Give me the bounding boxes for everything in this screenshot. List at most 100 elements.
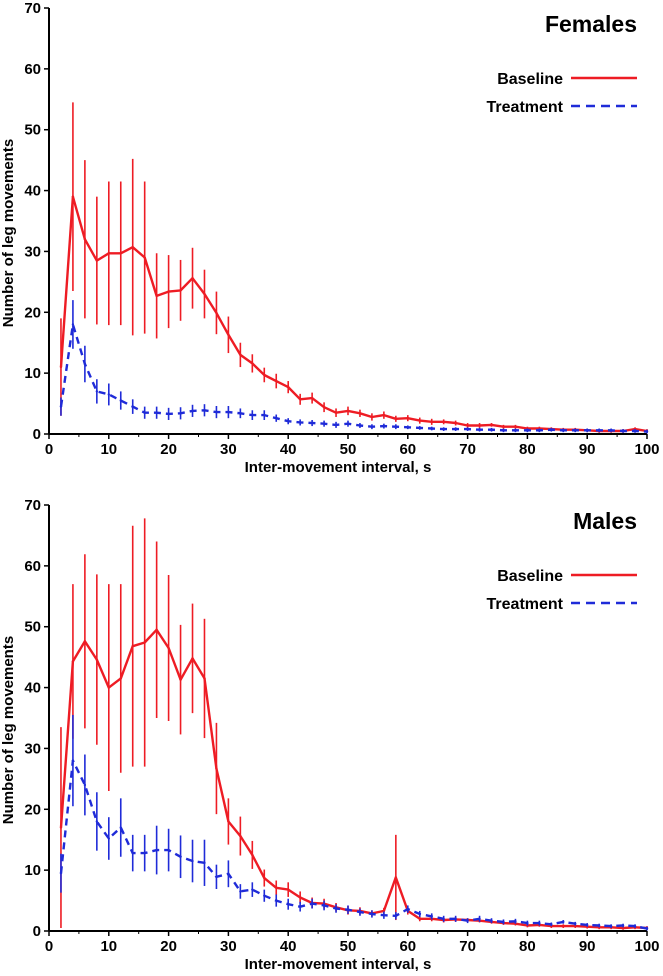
- females-treatment-point: [430, 427, 433, 430]
- females-x-tick-label: 70: [459, 441, 476, 458]
- males-treatment-point: [514, 920, 517, 923]
- females-treatment-point: [179, 412, 182, 415]
- females-x-tick-label: 50: [340, 441, 357, 458]
- females-baseline-point: [83, 238, 87, 241]
- females-treatment-point: [334, 423, 338, 427]
- females-baseline-point: [514, 425, 517, 428]
- females-baseline-point: [418, 419, 421, 422]
- males-x-tick-label: 80: [519, 938, 536, 955]
- females-y-tick-label: 10: [24, 365, 41, 382]
- females-legend-label-treatment: Treatment: [487, 99, 564, 116]
- males-treatment-point: [334, 907, 338, 910]
- males-treatment-point: [454, 917, 457, 921]
- females-baseline-point: [478, 424, 481, 427]
- males-baseline-point: [203, 677, 206, 680]
- males-treatment-point: [287, 903, 290, 906]
- females-baseline-point: [370, 415, 374, 419]
- males-baseline-point: [227, 820, 230, 823]
- females-treatment-point: [645, 430, 649, 433]
- females-series-baseline: [59, 102, 649, 433]
- males-series-baseline: [59, 518, 649, 930]
- females-baseline-line: [59, 195, 648, 433]
- females-baseline-point: [71, 195, 75, 198]
- females-baseline-point: [358, 412, 362, 415]
- females-baseline-point: [155, 294, 158, 298]
- males-baseline-point: [394, 876, 398, 879]
- males-treatment-point: [586, 923, 589, 927]
- females-treatment-point: [83, 362, 87, 366]
- females-treatment-point: [167, 412, 170, 416]
- females-y-tick-label: 0: [33, 426, 41, 443]
- males-treatment-point: [418, 912, 421, 916]
- females-treatment-point: [155, 411, 158, 414]
- males-baseline-point: [119, 677, 122, 680]
- females-treatment-point: [298, 421, 302, 424]
- females-baseline-point: [310, 396, 314, 400]
- males-baseline-point: [239, 834, 242, 838]
- females-treatment-point: [478, 428, 481, 431]
- males-baseline-line: [59, 628, 648, 930]
- females-baseline-point: [251, 362, 254, 365]
- females-treatment-point: [143, 411, 146, 414]
- males-x-tick-label: 20: [160, 938, 177, 955]
- females-baseline-point: [382, 413, 386, 417]
- males-treatment-point: [609, 924, 613, 928]
- females-baseline-point: [502, 425, 505, 428]
- females-baseline-point: [442, 420, 445, 424]
- males-baseline-point: [167, 646, 170, 650]
- males-treatment-point: [394, 914, 398, 917]
- females-treatment-point: [131, 405, 134, 408]
- females-x-tick-label: 90: [579, 441, 596, 458]
- males-x-tick-label: 10: [100, 938, 117, 955]
- females-series-treatment: [59, 300, 649, 434]
- males-x-tick-label: 70: [459, 938, 476, 955]
- males-treatment-point: [59, 871, 63, 875]
- males-baseline-point: [95, 658, 99, 661]
- females-treatment-point: [418, 426, 421, 430]
- males-treatment-point: [478, 917, 481, 921]
- females-treatment-point: [358, 424, 362, 427]
- females-baseline-point: [287, 385, 290, 389]
- females-treatment-point: [107, 393, 111, 396]
- males-x-axis-title: Inter-movement interval, s: [245, 956, 432, 971]
- females-baseline-point: [454, 421, 457, 425]
- males-treatment-point: [119, 826, 122, 829]
- males-x-tick-label: 40: [280, 938, 297, 955]
- males-baseline-point: [621, 926, 625, 930]
- females-treatment-point: [71, 323, 75, 326]
- females-baseline-point: [107, 252, 111, 255]
- females-treatment-point: [406, 426, 409, 429]
- females-baseline-point: [59, 365, 63, 369]
- males-treatment-point: [430, 915, 433, 918]
- males-treatment-point: [550, 923, 553, 926]
- females-treatment-point: [621, 429, 625, 433]
- females-treatment-point: [191, 409, 194, 413]
- females-treatment-point: [310, 421, 314, 425]
- females-x-tick-label: 30: [220, 441, 237, 458]
- females-baseline-point: [191, 277, 194, 280]
- males-treatment-point: [191, 859, 194, 863]
- males-treatment-point: [71, 759, 75, 762]
- females-y-tick-label: 20: [24, 304, 41, 321]
- males-treatment-point: [275, 899, 278, 902]
- females-y-tick-label: 30: [24, 243, 41, 260]
- females-treatment-point: [275, 416, 278, 420]
- males-baseline-point: [562, 924, 565, 928]
- females-baseline-point: [131, 245, 134, 249]
- males-baseline-point: [155, 628, 158, 631]
- males-treatment-point: [574, 922, 577, 925]
- males-x-tick-label: 0: [45, 938, 53, 955]
- males-treatment-point: [466, 919, 469, 922]
- females-treatment-point: [609, 429, 613, 432]
- males-treatment-point: [406, 907, 409, 911]
- females-treatment-point: [322, 422, 326, 425]
- females-legend-label-baseline: Baseline: [497, 71, 563, 88]
- females-treatment-point: [95, 390, 99, 393]
- males-treatment-point: [346, 908, 350, 911]
- females-treatment-point: [227, 410, 230, 414]
- males-x-tick-label: 30: [220, 938, 237, 955]
- females-treatment-line: [59, 323, 648, 433]
- females-baseline-point: [298, 398, 302, 401]
- males-baseline-point: [275, 886, 278, 889]
- males-treatment-point: [490, 919, 493, 922]
